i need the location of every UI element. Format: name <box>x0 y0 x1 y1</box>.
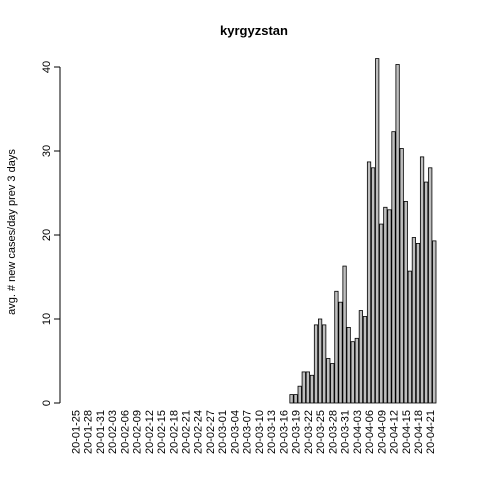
bar <box>366 161 372 404</box>
bar <box>317 318 323 404</box>
x-tick-label: 20-03-01 <box>217 410 229 454</box>
bar <box>403 200 408 404</box>
bar <box>432 240 437 404</box>
x-tick-label: 20-02-18 <box>168 410 180 454</box>
bar <box>424 181 429 404</box>
bar <box>415 242 421 404</box>
bar <box>383 206 388 404</box>
bar <box>309 374 315 404</box>
x-tick-label: 20-02-15 <box>156 410 168 454</box>
bar <box>313 324 319 404</box>
x-tick-label: 20-02-21 <box>181 410 193 454</box>
bar <box>379 223 384 404</box>
y-tick-label: 10 <box>41 313 53 325</box>
bar <box>289 394 294 404</box>
bar <box>354 337 359 404</box>
x-tick-label: 20-02-12 <box>144 410 156 454</box>
bar <box>334 290 339 404</box>
x-tick-label: 20-02-27 <box>205 410 217 454</box>
bar <box>305 371 310 404</box>
x-tick-label: 20-04-12 <box>389 410 401 454</box>
x-tick-label: 20-03-13 <box>266 410 278 454</box>
bar <box>338 301 343 404</box>
bar <box>358 310 363 404</box>
bar <box>387 209 392 404</box>
x-tick-label: 20-04-18 <box>413 410 425 454</box>
x-tick-label: 20-01-28 <box>83 410 95 454</box>
x-tick-label: 20-04-06 <box>364 410 376 454</box>
x-tick-label: 20-03-22 <box>303 410 315 454</box>
bar <box>407 270 412 404</box>
x-tick-label: 20-01-31 <box>95 410 107 454</box>
bar <box>350 341 355 404</box>
x-tick-label: 20-03-04 <box>229 410 241 454</box>
bar <box>297 385 302 404</box>
x-tick-label: 20-02-09 <box>132 410 144 454</box>
x-tick-label: 20-04-09 <box>376 410 388 454</box>
x-tick-label: 20-03-31 <box>340 410 352 454</box>
bar <box>326 358 331 404</box>
x-tick-label: 20-02-24 <box>193 410 205 454</box>
x-tick-label: 20-04-03 <box>352 410 364 454</box>
bar <box>399 148 404 404</box>
y-tick-label: 20 <box>41 229 53 241</box>
x-tick-label: 20-03-28 <box>327 410 339 454</box>
bar <box>395 64 400 404</box>
y-axis-label: avg. # new cases/day prev 3 days <box>6 149 18 315</box>
x-tick-label: 20-04-15 <box>401 410 413 454</box>
bar <box>342 265 347 404</box>
x-tick-label: 20-03-19 <box>291 410 303 454</box>
bar <box>371 167 376 404</box>
x-tick-label: 20-01-25 <box>70 410 82 454</box>
bar <box>411 237 417 404</box>
x-tick-label: 20-03-25 <box>315 410 327 454</box>
bar <box>375 58 380 404</box>
x-tick-label: 20-03-07 <box>242 410 254 454</box>
y-tick-label: 0 <box>41 400 53 406</box>
x-tick-label: 20-02-03 <box>107 410 119 454</box>
bar <box>391 131 396 404</box>
bar <box>419 156 425 404</box>
y-tick-label: 40 <box>41 61 53 73</box>
chart-title: kyrgyzstan <box>220 23 288 38</box>
bar <box>330 363 335 404</box>
x-tick-label: 20-03-10 <box>254 410 266 454</box>
y-tick-label: 30 <box>41 145 53 157</box>
bar <box>301 371 306 404</box>
bar <box>293 394 298 404</box>
x-tick-label: 20-04-21 <box>425 410 437 454</box>
bar <box>428 167 433 404</box>
x-tick-label: 20-03-16 <box>278 410 290 454</box>
bar <box>362 316 368 404</box>
x-tick-label: 20-02-06 <box>119 410 131 454</box>
bar <box>346 326 351 404</box>
bar <box>322 324 327 404</box>
